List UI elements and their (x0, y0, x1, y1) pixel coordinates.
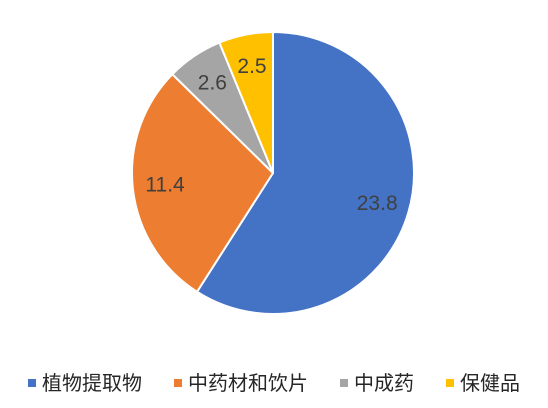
legend-swatch (174, 379, 182, 387)
legend-item: 植物提取物 (28, 370, 142, 396)
data-label: 2.6 (198, 71, 227, 94)
pie-slice (131, 73, 274, 293)
legend-item: 中成药 (340, 370, 414, 396)
data-label: 2.5 (237, 55, 266, 78)
pie-slices (131, 31, 415, 315)
legend-swatch (446, 379, 454, 387)
legend: 植物提取物 中药材和饮片 中成药 保健品 (0, 370, 548, 396)
legend-swatch (28, 379, 36, 387)
legend-label: 中成药 (354, 371, 414, 395)
legend-label: 植物提取物 (42, 371, 142, 395)
pie-slice (196, 31, 415, 315)
data-labels: 23.8 11.4 2.6 2.5 (145, 55, 397, 215)
legend-label: 保健品 (460, 371, 520, 395)
data-label: 23.8 (357, 192, 398, 215)
legend-item: 保健品 (446, 370, 520, 396)
pie-slice (218, 31, 274, 174)
data-label: 11.4 (145, 174, 185, 197)
legend-swatch (340, 379, 348, 387)
legend-item: 中药材和饮片 (174, 370, 308, 396)
legend-label: 中药材和饮片 (188, 371, 308, 395)
